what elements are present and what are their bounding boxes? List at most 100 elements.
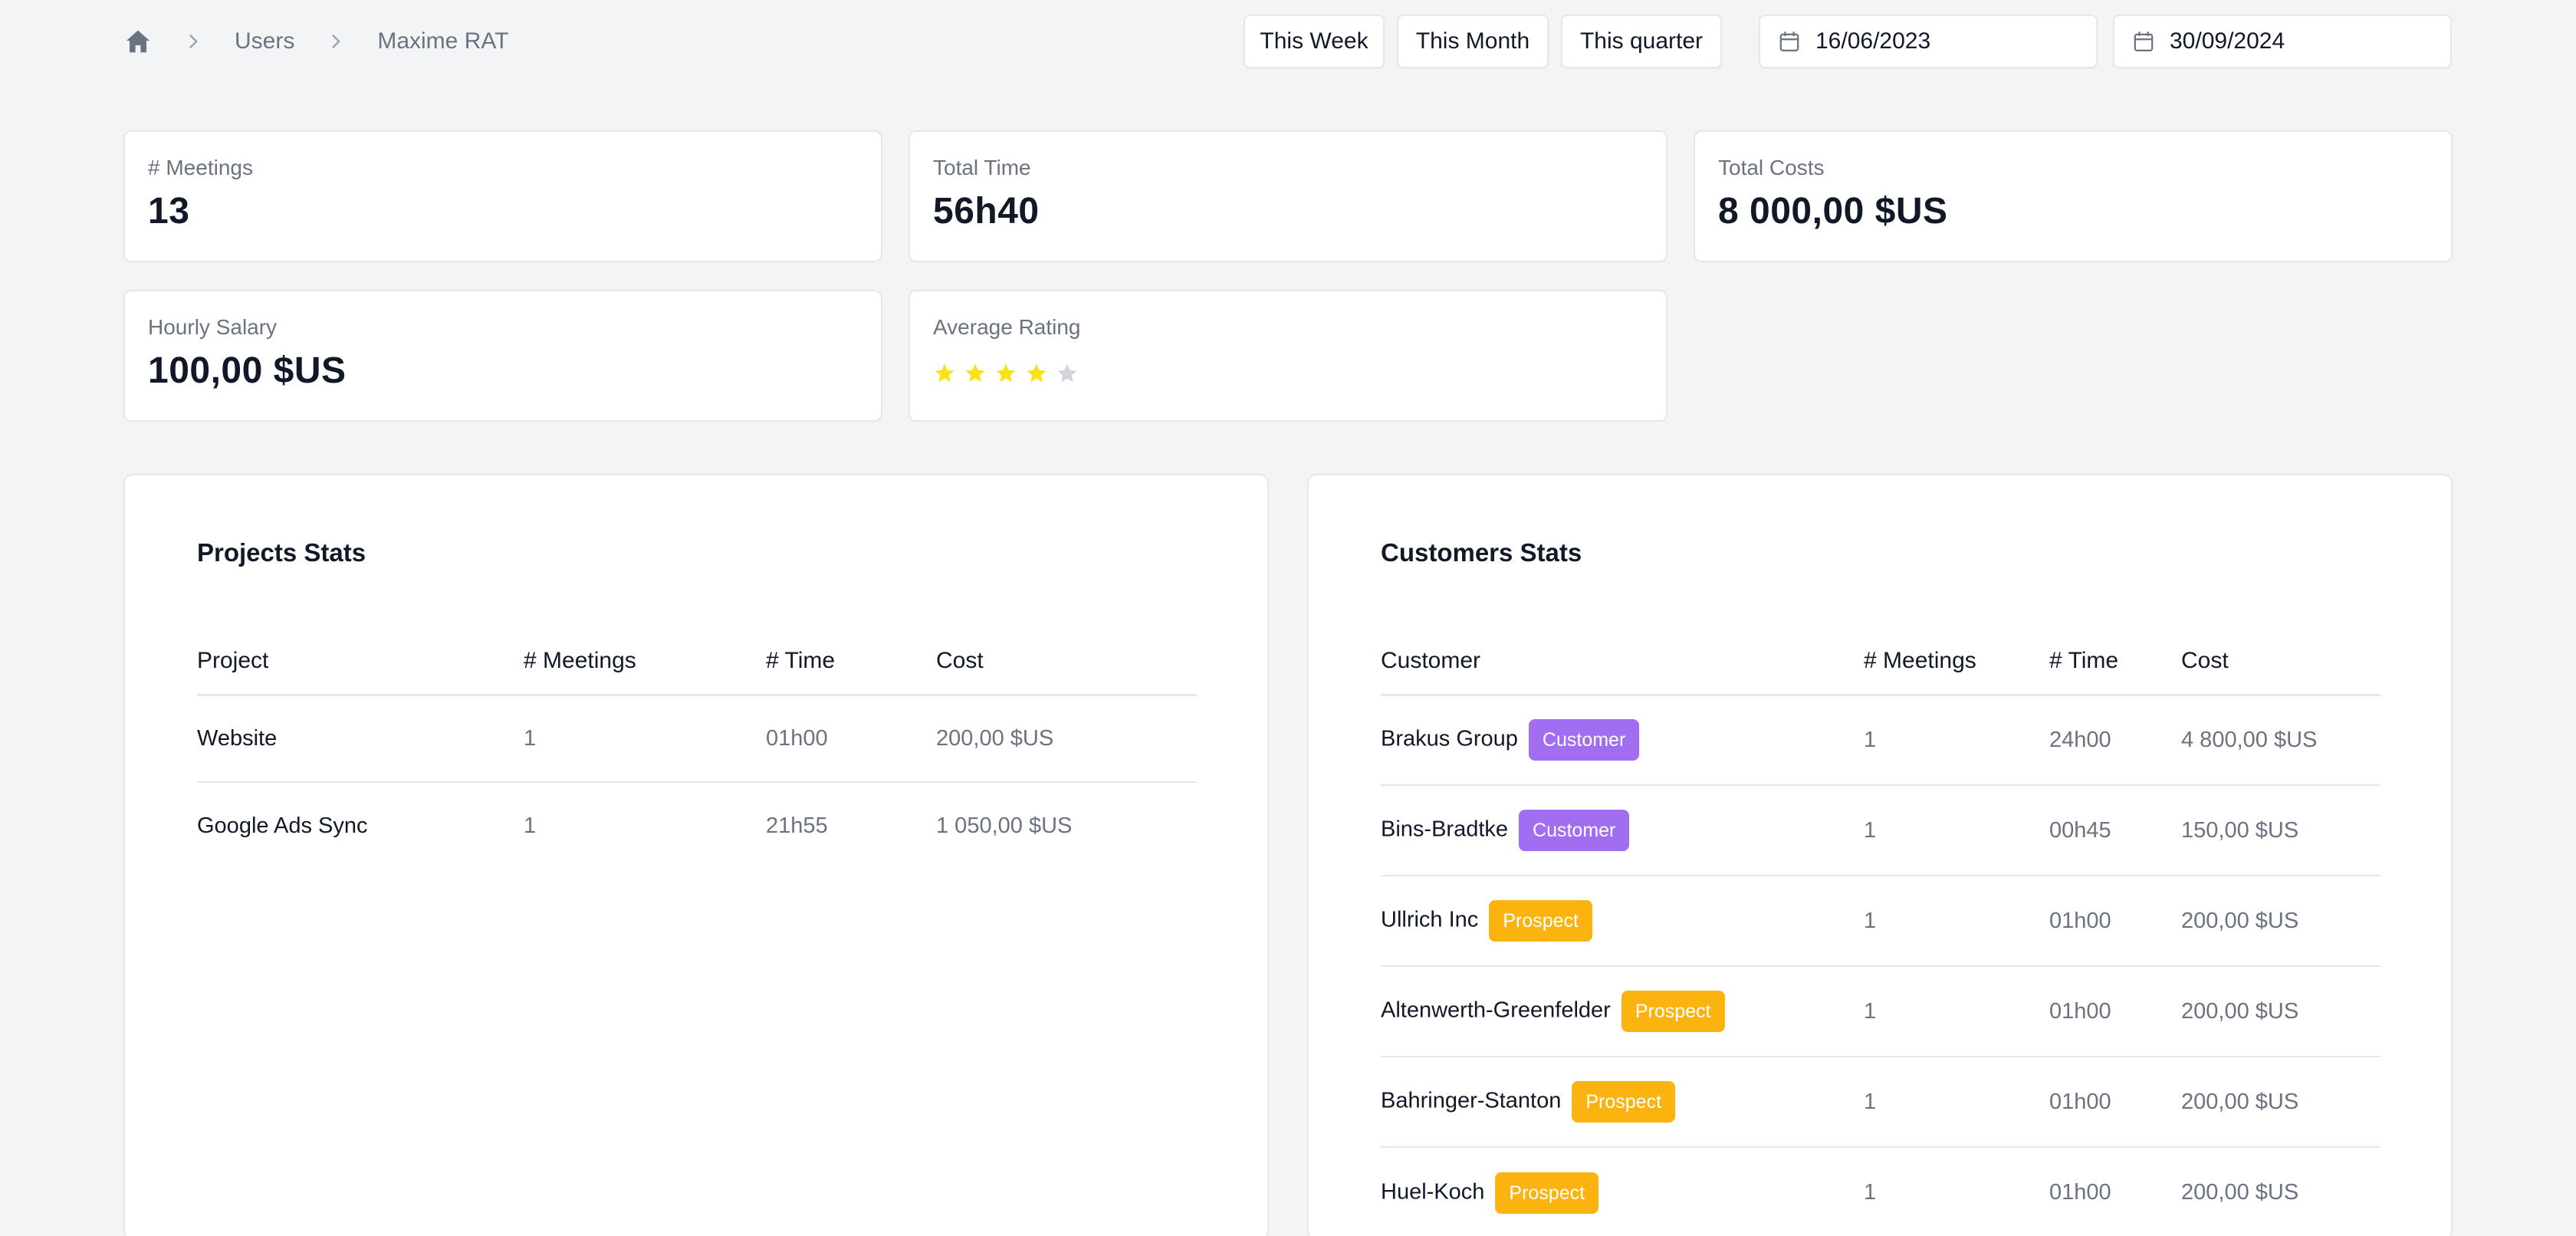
panel-title: Customers Stats (1381, 538, 1582, 567)
end-date-input[interactable]: 30/09/2024 (2113, 15, 2452, 68)
meetings-count: 1 (1864, 785, 2049, 876)
chevron-right-icon (328, 31, 343, 52)
rating-stars (933, 362, 1643, 385)
customers-stats-panel: Customers Stats Customer # Meetings # Ti… (1307, 474, 2453, 1236)
column-header-customer: Customer (1381, 629, 1864, 696)
stat-value: 13 (148, 191, 190, 232)
table-row[interactable]: Altenwerth-Greenfelder Prospect 1 01h00 200,… (1381, 966, 2380, 1057)
projects-stats-panel: Projects Stats Project # Meetings # Time… (123, 474, 1269, 1236)
meetings-count: 1 (524, 695, 766, 783)
time-value: 01h00 (2049, 1057, 2181, 1148)
column-header-project: Project (197, 629, 524, 696)
stat-label: Total Costs (1718, 156, 1825, 179)
stat-card-hourly-salary: Hourly Salary 100,00 $US (123, 290, 882, 422)
status-badge: Customer (1528, 719, 1640, 761)
customer-name: Bahringer-Stanton (1381, 1088, 1562, 1113)
project-name: Google Ads Sync (197, 814, 368, 838)
table-row[interactable]: Google Ads Sync 1 21h55 1 050,00 $US (197, 782, 1197, 869)
table-row[interactable]: Bins-Bradtke Customer 1 00h45 150,00 $US (1381, 785, 2380, 876)
meetings-count: 1 (1864, 876, 2049, 967)
breadcrumb-item-users[interactable]: Users (235, 28, 295, 54)
stat-value: 100,00 $US (148, 350, 347, 391)
stat-value: 56h40 (933, 191, 1040, 232)
stat-card-total-time: Total Time 56h40 (909, 130, 1668, 262)
time-value: 24h00 (2049, 695, 2181, 786)
meetings-count: 1 (524, 814, 537, 838)
star-empty-icon (1057, 363, 1077, 383)
calendar-icon (2133, 30, 2154, 53)
home-icon[interactable] (124, 28, 152, 55)
customer-name: Huel-Koch (1381, 1179, 1485, 1205)
this-month-button[interactable]: This Month (1397, 15, 1549, 68)
cost-value: 150,00 $US (2181, 785, 2380, 876)
status-badge: Prospect (1489, 900, 1592, 942)
column-header-time: # Time (2049, 629, 2181, 696)
column-header-cost: Cost (2181, 629, 2380, 696)
cost-value: 200,00 $US (2181, 966, 2380, 1057)
customer-cell: Bins-Bradtke Customer (1381, 785, 1864, 876)
breadcrumb-item-current: Maxime RAT (377, 28, 509, 54)
chevron-right-icon (186, 31, 201, 52)
this-week-button[interactable]: This Week (1244, 15, 1385, 68)
customer-cell: Altenwerth-Greenfelder Prospect (1381, 966, 1864, 1057)
time-value: 01h00 (766, 695, 936, 783)
cost-value: 200,00 $US (2181, 1180, 2299, 1205)
table-header-row: Customer # Meetings # Time Cost (1381, 629, 2380, 696)
customer-name: Brakus Group (1381, 726, 1518, 751)
status-badge: Customer (1519, 810, 1630, 851)
end-date-value: 30/09/2024 (2170, 28, 2285, 54)
column-header-meetings: # Meetings (1864, 629, 2049, 696)
cost-value: 200,00 $US (2181, 1057, 2380, 1148)
stat-label: Average Rating (933, 315, 1081, 339)
column-header-time: # Time (766, 629, 936, 696)
star-filled-icon (996, 363, 1016, 383)
customers-table: Customer # Meetings # Time Cost Brakus G… (1381, 629, 2380, 1236)
panel-title: Projects Stats (197, 538, 366, 567)
cost-value: 200,00 $US (2181, 876, 2380, 967)
calendar-icon (1779, 30, 1800, 53)
star-filled-icon (935, 363, 955, 383)
time-value: 01h00 (2049, 876, 2181, 967)
customer-name: Ullrich Inc (1381, 907, 1479, 932)
stat-card-average-rating: Average Rating (909, 290, 1668, 422)
cost-value: 4 800,00 $US (2181, 695, 2380, 786)
stat-value: 8 000,00 $US (1718, 191, 1948, 232)
table-row[interactable]: Bahringer-Stanton Prospect 1 01h00 200,00 $U… (1381, 1057, 2380, 1148)
customer-cell: Brakus Group Customer (1381, 695, 1864, 786)
table-row[interactable]: Ullrich Inc Prospect 1 01h00 200,00 $US (1381, 876, 2380, 967)
cost-value: 1 050,00 $US (936, 814, 1073, 838)
table-row[interactable]: Huel-Koch Prospect 1 01h00 200,00 $US (1381, 1147, 2380, 1236)
meetings-count: 1 (1864, 1180, 1877, 1205)
status-badge: Prospect (1621, 991, 1725, 1032)
customer-cell: Bahringer-Stanton Prospect (1381, 1057, 1864, 1148)
meetings-count: 1 (1864, 1057, 2049, 1148)
time-value: 21h55 (766, 814, 828, 838)
cost-value: 200,00 $US (936, 695, 1197, 783)
time-value: 01h00 (2049, 966, 2181, 1057)
column-header-cost: Cost (936, 629, 1197, 696)
time-value: 01h00 (2049, 1180, 2111, 1205)
table-row[interactable]: Brakus Group Customer 1 24h00 4 800,00 $US (1381, 695, 2380, 786)
this-quarter-button[interactable]: This quarter (1561, 15, 1722, 68)
status-badge: Prospect (1495, 1172, 1599, 1214)
star-filled-icon (1027, 363, 1046, 383)
table-row[interactable]: Website 1 01h00 200,00 $US (197, 695, 1197, 783)
column-header-meetings: # Meetings (524, 629, 766, 696)
customer-cell: Huel-Koch Prospect (1381, 1147, 1864, 1236)
status-badge: Prospect (1572, 1081, 1676, 1123)
stat-label: Total Time (933, 156, 1031, 179)
start-date-input[interactable]: 16/06/2023 (1759, 15, 2098, 68)
meetings-count: 1 (1864, 966, 2049, 1057)
breadcrumb: Users Maxime RAT (124, 23, 542, 60)
projects-table: Project # Meetings # Time Cost Website 1… (197, 629, 1197, 869)
customer-name: Altenwerth-Greenfelder (1381, 998, 1611, 1023)
customer-cell: Ullrich Inc Prospect (1381, 876, 1864, 967)
start-date-value: 16/06/2023 (1815, 28, 1931, 54)
customer-name: Bins-Bradtke (1381, 817, 1509, 842)
meetings-count: 1 (1864, 695, 2049, 786)
project-name: Website (197, 695, 524, 783)
stat-card-meetings: # Meetings 13 (123, 130, 882, 262)
star-filled-icon (965, 363, 985, 383)
stat-card-total-costs: Total Costs 8 000,00 $US (1694, 130, 2453, 262)
